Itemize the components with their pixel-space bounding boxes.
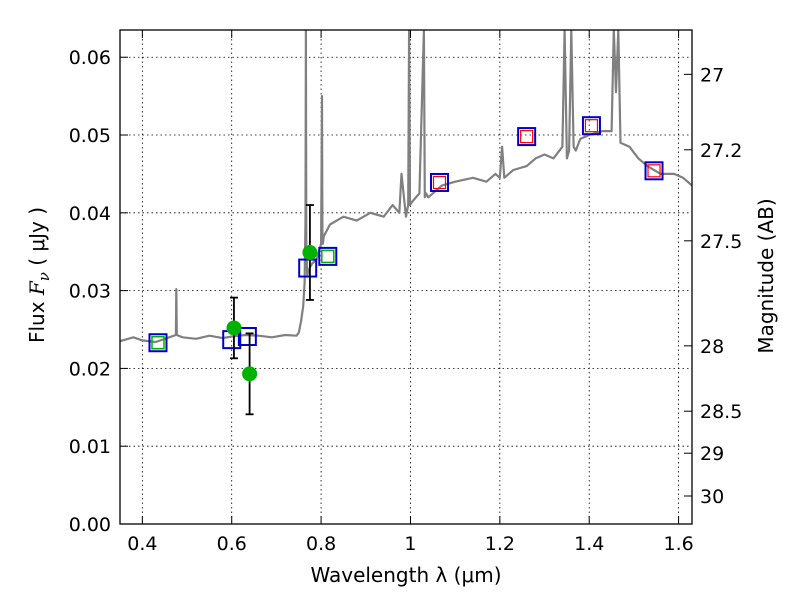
y2-tick-label: 30 — [700, 486, 724, 508]
observed-nir-marker — [584, 119, 599, 133]
model-photometry-marker — [517, 127, 537, 147]
y2-tick-label: 28.5 — [700, 401, 742, 423]
x-tick-label: 0.6 — [217, 533, 247, 555]
y-tick-label: 0.04 — [69, 203, 111, 225]
y-tick-label: 0.06 — [69, 47, 111, 69]
observed-nir-marker — [432, 175, 447, 190]
model-photometry-marker — [318, 246, 338, 266]
model-photometry-marker — [430, 172, 450, 192]
y-tick-label: 0.03 — [69, 281, 111, 303]
model-photometry-marker — [644, 161, 664, 181]
model-photometry-marker — [148, 333, 168, 353]
observed-square-marker — [321, 249, 335, 264]
model-spectrum-line — [120, 30, 692, 344]
y-tick-label: 0.00 — [69, 514, 111, 536]
axes-frame — [119, 29, 693, 525]
y-axis-label-subscript: ν — [35, 272, 53, 281]
observed-detection-point — [242, 366, 258, 382]
x-tick-label: 1.6 — [663, 533, 693, 555]
y-axis-label-unit: ( μJy ) — [25, 207, 49, 272]
x-tick-label: 0.4 — [127, 533, 157, 555]
x-tick-label: 1.4 — [574, 533, 604, 555]
model-photometry-marker — [581, 116, 601, 136]
observed-nir-marker — [520, 129, 534, 144]
model-photometry-marker — [237, 327, 257, 347]
y-axis-label-symbol: F — [25, 280, 49, 296]
y2-tick-label: 27.5 — [700, 231, 742, 253]
y2-axis-label: Magnitude (AB) — [754, 198, 778, 353]
axes — [119, 29, 693, 525]
y2-axis-ticks: 27 27.2 27.5 28 28.5 29 30 — [684, 64, 742, 508]
y2-tick-label: 29 — [700, 443, 724, 465]
observed-square-marker — [151, 335, 165, 350]
observed-detection-point — [226, 320, 242, 336]
x-tick-label: 1 — [404, 533, 416, 555]
y-axis-ticks: 0.00 0.01 0.02 0.03 0.04 0.05 0.06 — [69, 47, 128, 536]
x-axis-label: Wavelength λ (μm) — [310, 563, 501, 587]
y2-tick-label: 28 — [700, 336, 724, 358]
observed-detection-point — [302, 244, 318, 260]
y-axis-label: Flux Fν ( μJy ) — [25, 207, 53, 343]
observed-nir-marker — [647, 164, 661, 178]
y2-tick-label: 27 — [700, 64, 724, 86]
x-axis-ticks: 0.4 0.6 0.8 1 1.2 1.4 1.6 — [127, 30, 694, 555]
x-tick-label: 0.8 — [306, 533, 336, 555]
plot-area — [120, 30, 692, 416]
y-tick-label: 0.01 — [69, 436, 111, 458]
y-tick-label: 0.05 — [69, 125, 111, 147]
y2-tick-label: 27.2 — [700, 140, 742, 162]
x-tick-label: 1.2 — [485, 533, 515, 555]
y-tick-label: 0.02 — [69, 358, 111, 380]
y-axis-label-prefix: Flux — [25, 295, 49, 343]
